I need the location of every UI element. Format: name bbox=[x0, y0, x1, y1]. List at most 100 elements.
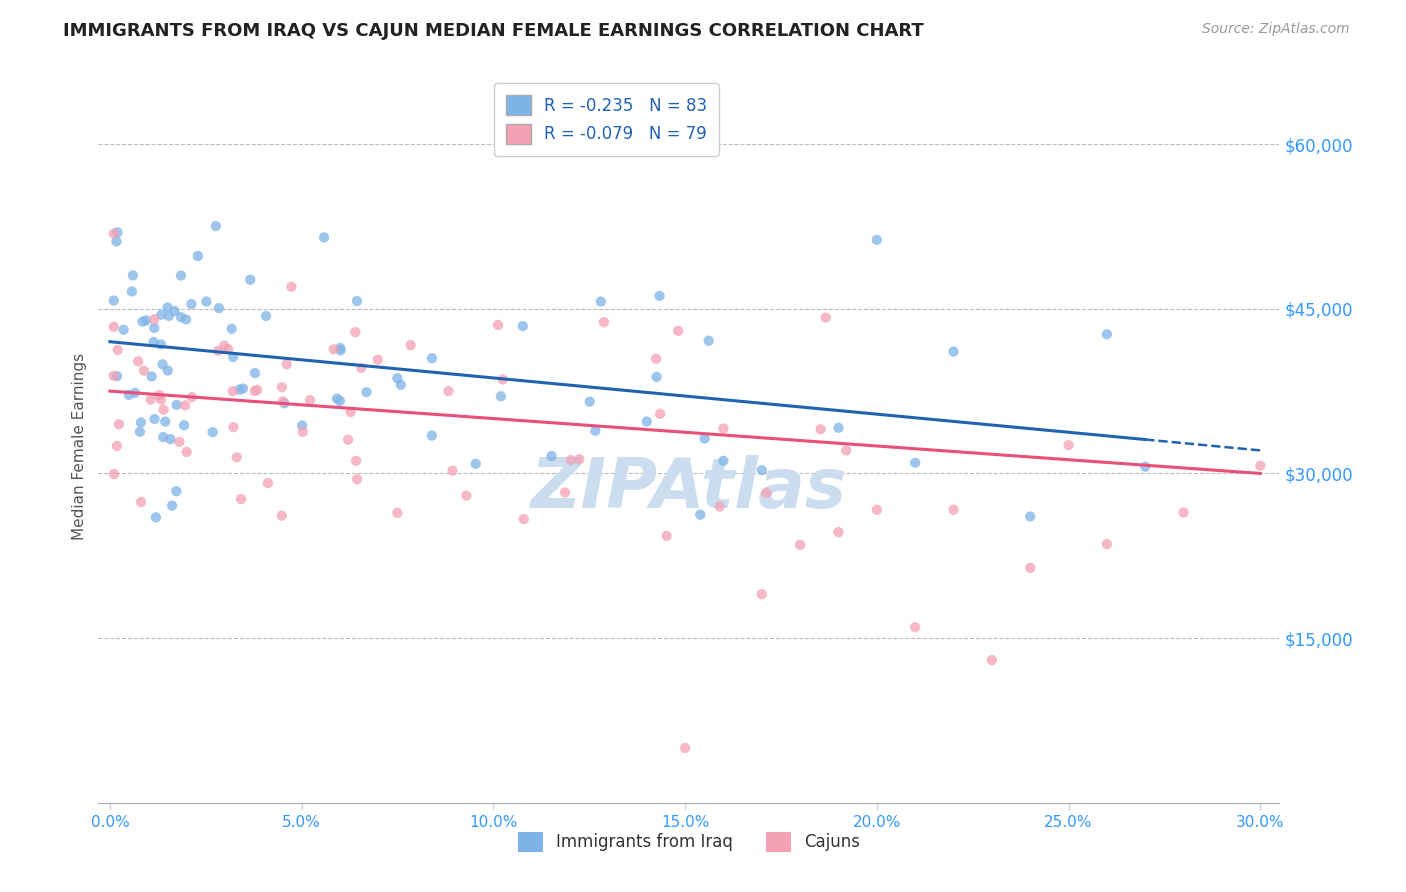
Point bbox=[150, 308, 173, 322]
Point bbox=[165, 484, 187, 499]
Point bbox=[350, 360, 373, 375]
Point bbox=[176, 445, 198, 459]
Point bbox=[751, 587, 773, 601]
Point bbox=[105, 235, 128, 249]
Point bbox=[399, 338, 422, 352]
Point bbox=[789, 538, 811, 552]
Point bbox=[163, 304, 186, 318]
Point bbox=[337, 433, 360, 447]
Point bbox=[866, 233, 889, 247]
Point bbox=[866, 502, 889, 516]
Point bbox=[103, 227, 125, 241]
Point bbox=[256, 476, 278, 491]
Point bbox=[195, 294, 218, 309]
Point bbox=[942, 344, 965, 359]
Point bbox=[437, 384, 460, 398]
Point bbox=[346, 472, 368, 486]
Point bbox=[489, 389, 512, 403]
Point bbox=[187, 249, 209, 263]
Point bbox=[139, 392, 162, 407]
Point bbox=[239, 273, 262, 287]
Point bbox=[145, 510, 167, 524]
Point bbox=[980, 653, 1002, 667]
Point bbox=[152, 430, 174, 444]
Point bbox=[103, 368, 125, 383]
Point bbox=[751, 463, 773, 477]
Point bbox=[148, 388, 170, 402]
Text: Source: ZipAtlas.com: Source: ZipAtlas.com bbox=[1202, 22, 1350, 37]
Point bbox=[217, 342, 239, 356]
Point bbox=[174, 312, 197, 326]
Point bbox=[122, 268, 145, 283]
Point bbox=[344, 454, 367, 468]
Point bbox=[222, 350, 245, 364]
Point bbox=[389, 377, 412, 392]
Point bbox=[212, 339, 235, 353]
Point bbox=[156, 301, 179, 315]
Point bbox=[270, 380, 292, 394]
Point bbox=[270, 508, 292, 523]
Point bbox=[1173, 506, 1195, 520]
Text: IMMIGRANTS FROM IRAQ VS CAJUN MEDIAN FEMALE EARNINGS CORRELATION CHART: IMMIGRANTS FROM IRAQ VS CAJUN MEDIAN FEM… bbox=[63, 22, 924, 40]
Point bbox=[540, 449, 562, 463]
Point bbox=[160, 499, 183, 513]
Point bbox=[344, 325, 367, 339]
Point bbox=[143, 412, 166, 426]
Point bbox=[666, 324, 689, 338]
Point bbox=[157, 309, 180, 323]
Point bbox=[128, 425, 150, 439]
Point bbox=[486, 318, 509, 332]
Point bbox=[107, 343, 129, 357]
Point bbox=[655, 529, 678, 543]
Point bbox=[173, 418, 195, 433]
Point bbox=[103, 467, 125, 481]
Point bbox=[673, 740, 696, 755]
Point bbox=[103, 293, 125, 308]
Point bbox=[180, 297, 202, 311]
Point bbox=[132, 364, 155, 378]
Point bbox=[636, 415, 658, 429]
Point bbox=[322, 343, 344, 357]
Point bbox=[689, 508, 711, 522]
Point bbox=[827, 525, 849, 540]
Point bbox=[492, 372, 515, 386]
Point bbox=[170, 268, 193, 283]
Point bbox=[387, 371, 409, 385]
Point bbox=[593, 315, 616, 329]
Point bbox=[121, 285, 143, 299]
Point bbox=[578, 394, 600, 409]
Point bbox=[648, 289, 671, 303]
Point bbox=[420, 428, 443, 442]
Point bbox=[152, 402, 174, 417]
Point bbox=[713, 421, 735, 435]
Point bbox=[755, 486, 778, 500]
Point bbox=[246, 383, 269, 397]
Point bbox=[180, 390, 202, 404]
Point bbox=[169, 434, 191, 449]
Point bbox=[131, 315, 153, 329]
Point bbox=[312, 230, 335, 244]
Point bbox=[170, 310, 193, 325]
Point bbox=[273, 396, 295, 410]
Point bbox=[243, 366, 266, 380]
Point bbox=[108, 417, 131, 432]
Point bbox=[942, 502, 965, 516]
Point bbox=[387, 506, 409, 520]
Point bbox=[201, 425, 224, 439]
Point bbox=[205, 219, 228, 233]
Point bbox=[645, 351, 668, 366]
Point bbox=[143, 321, 166, 335]
Point bbox=[105, 439, 128, 453]
Point bbox=[1057, 438, 1080, 452]
Point bbox=[554, 485, 576, 500]
Point bbox=[1249, 458, 1271, 473]
Legend: Immigrants from Iraq, Cajuns: Immigrants from Iraq, Cajuns bbox=[510, 825, 868, 859]
Point bbox=[156, 363, 179, 377]
Point bbox=[228, 383, 250, 397]
Point bbox=[513, 512, 536, 526]
Point bbox=[174, 398, 197, 412]
Point bbox=[1095, 327, 1118, 342]
Point bbox=[464, 457, 486, 471]
Point bbox=[713, 454, 735, 468]
Point bbox=[135, 313, 157, 327]
